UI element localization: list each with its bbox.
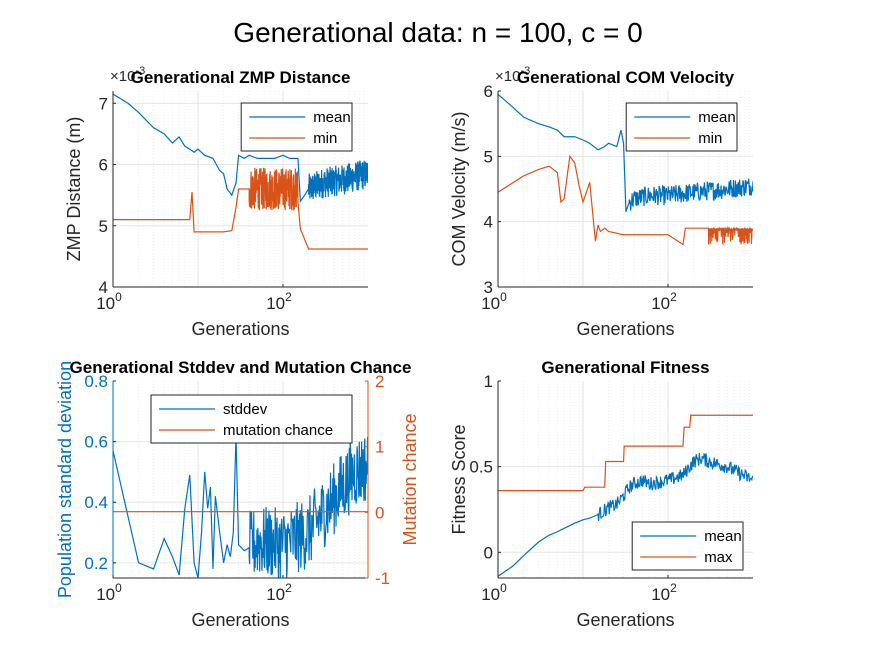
legend-label: max xyxy=(704,549,733,566)
y-tick-label: 4 xyxy=(99,278,108,297)
legend: mean min xyxy=(625,102,738,152)
y-tick-label: 4 xyxy=(484,213,493,232)
y-axis-label-right: Mutation chance xyxy=(400,413,420,545)
y-right-tick-label: 2 xyxy=(375,372,384,391)
y-tick-label: 0 xyxy=(484,543,493,562)
series-line-mean xyxy=(498,452,753,577)
y-tick-label: 0.8 xyxy=(84,372,108,391)
legend-label: min xyxy=(698,130,722,147)
y-axis-label: Fitness Score xyxy=(449,424,469,534)
y-right-tick-label: -1 xyxy=(375,569,390,588)
series-line-stddev xyxy=(113,435,368,578)
y-tick-label: 0.2 xyxy=(84,554,108,573)
series-line-mean xyxy=(498,93,753,213)
series-line-max xyxy=(498,414,753,492)
y-axis-label: Population standard deviation xyxy=(55,361,75,598)
legend-label: min xyxy=(313,130,337,147)
x-tick-label: 100 xyxy=(481,290,507,313)
x-tick-label: 100 xyxy=(481,581,507,604)
plot-title: Generational COM Velocity xyxy=(517,68,735,87)
y-axis-label: COM Velocity (m/s) xyxy=(449,111,469,266)
grid xyxy=(498,91,753,287)
legend: mean min xyxy=(240,102,353,152)
figure-title: Generational data: n = 100, c = 0 xyxy=(233,17,642,48)
plot-4: 100 102 0 0.5 1 Generational Fitness Generatio… xyxy=(449,358,753,630)
series-line-min xyxy=(498,154,753,246)
legend-label: mean xyxy=(313,109,351,126)
x-tick-label: 102 xyxy=(651,290,677,313)
y-axis-label: ZMP Distance (m) xyxy=(64,117,84,262)
y-tick-label: 0.6 xyxy=(84,433,108,452)
x-tick-label: 100 xyxy=(96,290,122,313)
legend: stddev mutation chance xyxy=(150,394,353,444)
y-tick-label: 5 xyxy=(99,217,108,236)
legend-label: mean xyxy=(698,109,736,126)
exponent-label: ×10-3 xyxy=(495,65,530,85)
y-tick-label: 0.4 xyxy=(84,493,108,512)
x-axis-label: Generations xyxy=(191,610,289,630)
x-axis-label: Generations xyxy=(191,319,289,339)
x-tick-label: 102 xyxy=(266,290,292,313)
legend-label: stddev xyxy=(223,401,268,418)
x-tick-label: 102 xyxy=(651,581,677,604)
y-tick-label: 3 xyxy=(484,278,493,297)
y-right-tick-label: 1 xyxy=(375,438,384,457)
series-line-mean xyxy=(113,93,368,203)
legend-label: mean xyxy=(704,528,742,545)
x-tick-label: 100 xyxy=(96,581,122,604)
y-tick-label: 6 xyxy=(484,82,493,101)
exponent-label: ×10-3 xyxy=(110,65,145,85)
plot-title: Generational Fitness xyxy=(541,358,709,377)
x-axis-label: Generations xyxy=(576,319,674,339)
y-tick-label: 6 xyxy=(99,156,108,175)
y-tick-label: 5 xyxy=(484,147,493,166)
x-axis-label: Generations xyxy=(576,610,674,630)
plot-title: Generational ZMP Distance xyxy=(131,68,351,87)
x-tick-label: 102 xyxy=(266,581,292,604)
y-right-tick-label: 0 xyxy=(375,503,384,522)
y-tick-label: 0.5 xyxy=(469,458,493,477)
series-line-min xyxy=(113,167,368,250)
legend: mean max xyxy=(631,521,744,571)
y-tick-label: 1 xyxy=(484,372,493,391)
plot-title: Generational Stddev and Mutation Chance xyxy=(70,358,412,377)
y-tick-label: 7 xyxy=(99,94,108,113)
legend-label: mutation chance xyxy=(223,422,333,439)
